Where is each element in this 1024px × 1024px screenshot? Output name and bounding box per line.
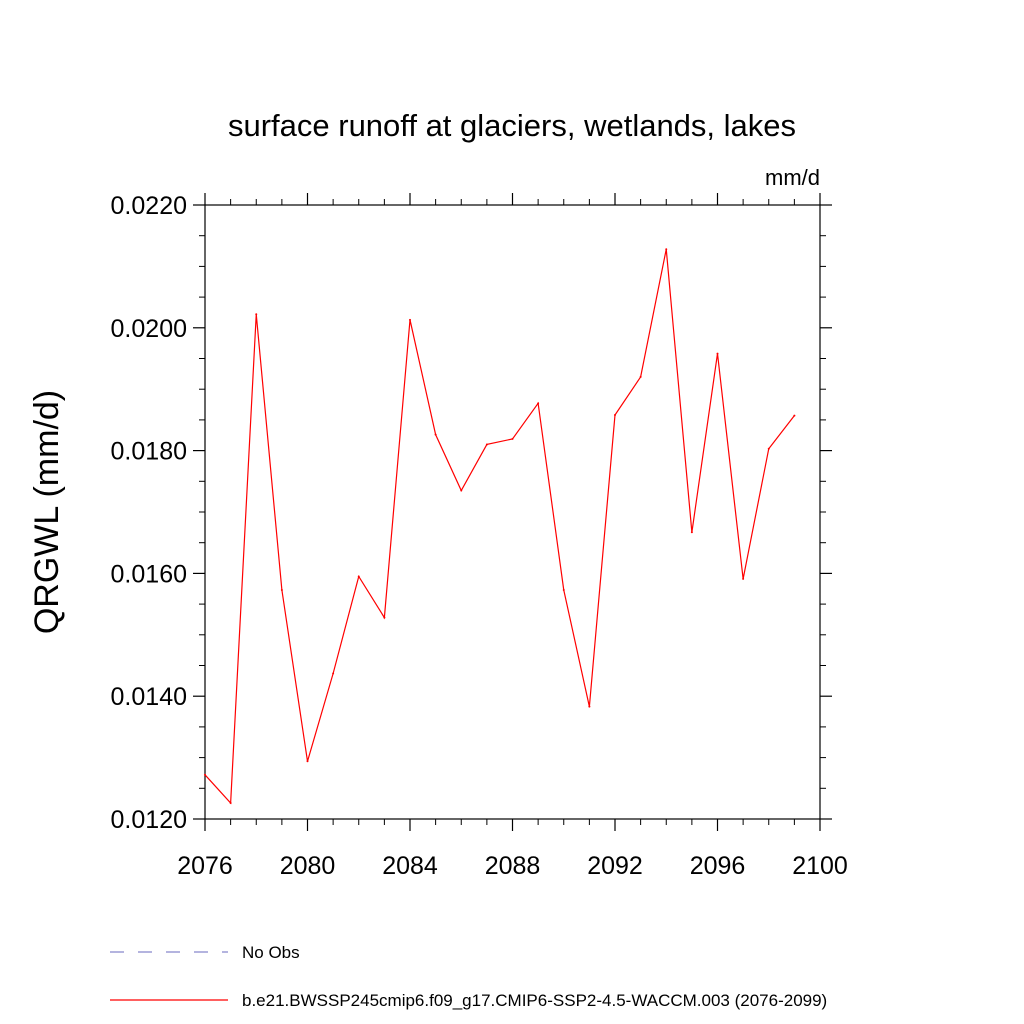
- series-layer: [204, 248, 796, 805]
- data-point: [434, 433, 437, 436]
- data-point: [690, 531, 693, 534]
- data-point: [485, 443, 488, 446]
- data-point: [665, 248, 668, 251]
- y-tick-label: 0.0140: [111, 683, 187, 711]
- data-point: [742, 577, 745, 580]
- legend-label-0: No Obs: [242, 943, 300, 962]
- x-tick-label: 2088: [485, 852, 541, 880]
- x-tick-label: 2100: [792, 852, 848, 880]
- legend-label-1: b.e21.BWSSP245cmip6.f09_g17.CMIP6-SSP2-4…: [242, 991, 827, 1010]
- data-point: [306, 760, 309, 763]
- y-tick-label: 0.0220: [111, 192, 187, 220]
- data-point: [383, 616, 386, 619]
- y-tick-label: 0.0180: [111, 438, 187, 466]
- data-point: [460, 489, 463, 492]
- plot-frame: [204, 204, 821, 820]
- data-point: [537, 402, 540, 405]
- data-point: [639, 375, 642, 378]
- x-tick-label: 2092: [587, 852, 643, 880]
- x-tick-label: 2080: [280, 852, 336, 880]
- data-point: [332, 672, 335, 675]
- x-tick-label: 2084: [382, 852, 438, 880]
- units-label: mm/d: [765, 165, 820, 190]
- y-tick-label: 0.0160: [111, 560, 187, 588]
- series-line-1: [204, 249, 795, 805]
- data-point: [562, 588, 565, 591]
- data-point: [511, 437, 514, 440]
- data-point: [280, 588, 283, 591]
- data-point: [588, 705, 591, 708]
- chart-title: surface runoff at glaciers, wetlands, la…: [228, 108, 796, 143]
- data-point: [793, 414, 796, 417]
- x-tick-label: 2096: [690, 852, 746, 880]
- ticks-layer: 2076 2080 2084 2088 2092 2096 2100 0.0120 0.0140…: [111, 192, 848, 880]
- data-point: [204, 773, 206, 776]
- data-point: [357, 575, 360, 578]
- data-point: [255, 313, 258, 316]
- legend: No Obs b.e21.BWSSP245cmip6.f09_g17.CMIP6-…: [110, 943, 827, 1010]
- y-tick-label: 0.0120: [111, 806, 187, 834]
- data-point: [409, 318, 411, 321]
- data-point: [229, 802, 232, 805]
- y-tick-label: 0.0200: [111, 315, 187, 343]
- data-point: [614, 413, 616, 416]
- data-point: [716, 352, 719, 355]
- y-axis-label: QRGWL (mm/d): [28, 390, 66, 634]
- data-point: [767, 447, 770, 450]
- x-tick-label: 2076: [177, 852, 233, 880]
